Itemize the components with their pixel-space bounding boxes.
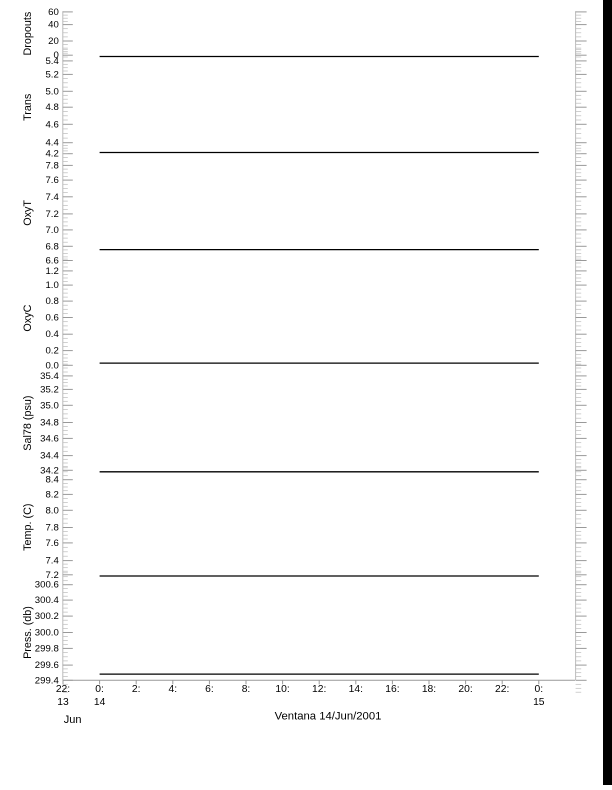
svg-text:4.2: 4.2 <box>45 149 58 160</box>
svg-text:2:: 2: <box>132 684 141 695</box>
svg-text:0:: 0: <box>535 684 544 695</box>
svg-text:0.4: 0.4 <box>45 329 59 340</box>
svg-text:16:: 16: <box>385 684 399 695</box>
svg-text:35.4: 35.4 <box>40 371 59 382</box>
svg-text:7.8: 7.8 <box>45 523 58 534</box>
svg-text:OxyT: OxyT <box>22 200 34 226</box>
svg-text:0:: 0: <box>95 684 104 695</box>
svg-text:Dropouts: Dropouts <box>22 11 34 55</box>
svg-text:Ventana 14/Jun/2001: Ventana 14/Jun/2001 <box>275 710 382 722</box>
svg-text:22:: 22: <box>495 684 509 695</box>
svg-text:34.6: 34.6 <box>40 433 59 444</box>
svg-text:0.2: 0.2 <box>45 346 58 357</box>
svg-text:300.4: 300.4 <box>35 595 60 606</box>
svg-text:34.4: 34.4 <box>40 451 59 462</box>
svg-text:7.6: 7.6 <box>45 175 58 186</box>
svg-text:4.4: 4.4 <box>45 138 59 149</box>
svg-text:300.0: 300.0 <box>35 628 59 639</box>
svg-text:18:: 18: <box>422 684 436 695</box>
svg-text:15: 15 <box>533 697 545 708</box>
svg-text:4.8: 4.8 <box>45 102 58 113</box>
svg-text:8.2: 8.2 <box>45 489 58 500</box>
svg-text:1.2: 1.2 <box>45 266 58 277</box>
svg-text:13: 13 <box>57 697 69 708</box>
svg-text:12:: 12: <box>312 684 326 695</box>
svg-text:7.2: 7.2 <box>45 209 58 220</box>
svg-text:0.0: 0.0 <box>45 360 58 371</box>
svg-text:Press. (db): Press. (db) <box>22 606 34 659</box>
svg-text:6:: 6: <box>205 684 214 695</box>
svg-text:Temp. (C): Temp. (C) <box>22 504 34 551</box>
svg-text:7.8: 7.8 <box>45 160 58 171</box>
svg-text:5.0: 5.0 <box>45 86 58 97</box>
svg-text:14: 14 <box>94 697 106 708</box>
svg-text:4:: 4: <box>169 684 178 695</box>
svg-text:8.0: 8.0 <box>45 505 58 516</box>
svg-text:1.0: 1.0 <box>45 280 58 291</box>
svg-text:10:: 10: <box>275 684 289 695</box>
svg-text:35.2: 35.2 <box>40 384 59 395</box>
svg-text:299.8: 299.8 <box>35 643 59 654</box>
svg-text:8:: 8: <box>242 684 251 695</box>
svg-text:20: 20 <box>48 36 59 47</box>
svg-text:0.6: 0.6 <box>45 313 58 324</box>
svg-text:8.4: 8.4 <box>45 475 59 486</box>
svg-text:7.6: 7.6 <box>45 538 58 549</box>
svg-text:35.0: 35.0 <box>40 400 59 411</box>
svg-text:20:: 20: <box>458 684 472 695</box>
svg-text:22:: 22: <box>56 684 70 695</box>
svg-text:5.4: 5.4 <box>45 56 59 67</box>
svg-text:5.2: 5.2 <box>45 69 58 80</box>
svg-text:Jun: Jun <box>64 714 82 726</box>
svg-text:Trans: Trans <box>22 93 34 121</box>
svg-text:7.4: 7.4 <box>45 556 59 567</box>
svg-text:14:: 14: <box>349 684 363 695</box>
svg-text:4.6: 4.6 <box>45 119 58 130</box>
svg-text:6.6: 6.6 <box>45 256 58 267</box>
svg-text:300.2: 300.2 <box>35 611 59 622</box>
svg-text:34.8: 34.8 <box>40 418 59 429</box>
svg-text:40: 40 <box>48 20 59 31</box>
svg-text:6.8: 6.8 <box>45 241 58 252</box>
svg-text:Sal78 (psu): Sal78 (psu) <box>22 395 34 450</box>
svg-text:0.8: 0.8 <box>45 296 58 307</box>
svg-text:7.0: 7.0 <box>45 225 58 236</box>
svg-text:60: 60 <box>48 7 59 18</box>
svg-text:300.6: 300.6 <box>35 580 59 591</box>
svg-text:OxyC: OxyC <box>22 304 34 331</box>
svg-text:7.4: 7.4 <box>45 192 59 203</box>
svg-text:299.6: 299.6 <box>35 660 59 671</box>
